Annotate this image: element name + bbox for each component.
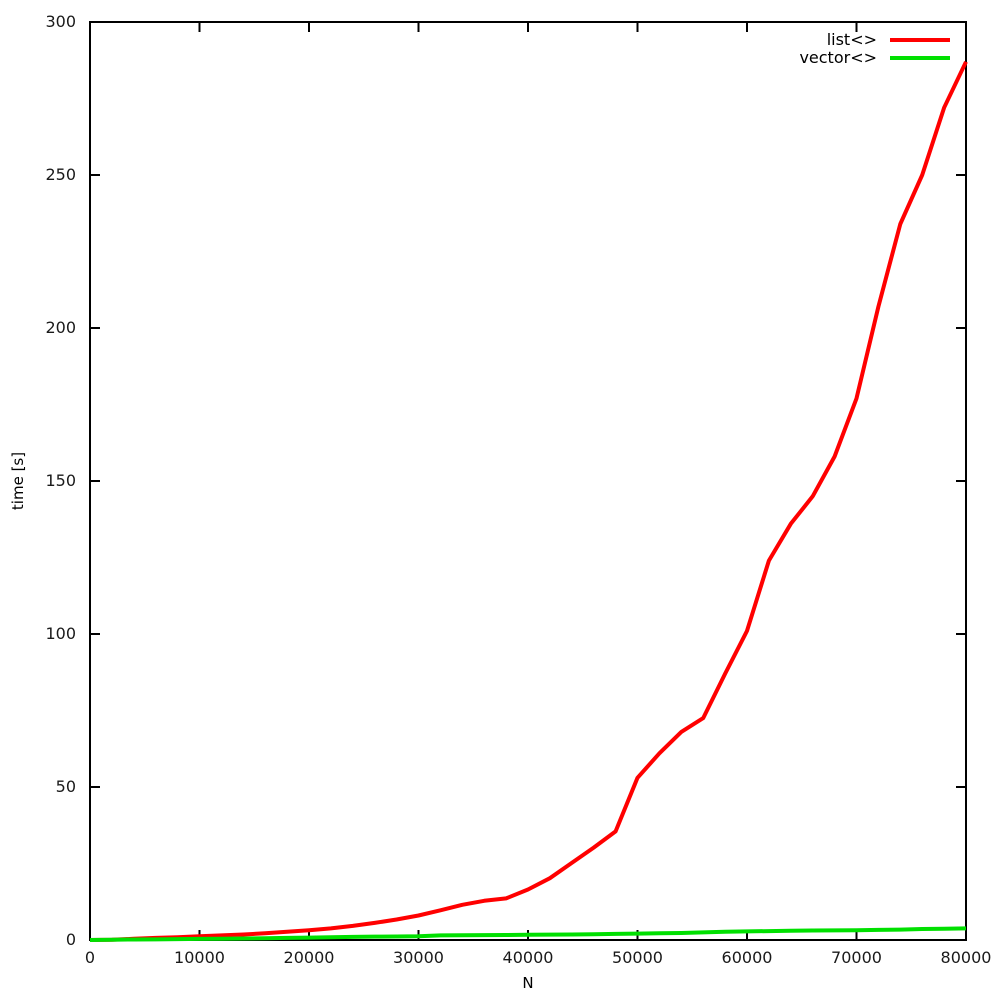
- x-tick-label: 0: [85, 948, 95, 967]
- legend-line-sample-vector: [890, 56, 950, 60]
- y-axis-title: time [s]: [9, 451, 27, 511]
- y-tick-label: 100: [45, 624, 76, 643]
- x-tick-label: 80000: [941, 948, 992, 967]
- plot-border: [89, 21, 967, 941]
- legend-label-list: list<>: [826, 30, 877, 49]
- x-axis-title: N: [522, 974, 534, 992]
- x-tick-label: 30000: [393, 948, 444, 967]
- legend-label-vector: vector<>: [799, 48, 877, 67]
- series-line-vector: [89, 926, 967, 942]
- x-tick-label: 10000: [174, 948, 225, 967]
- y-tick-label: 200: [45, 318, 76, 337]
- y-tick-label: 0: [66, 930, 76, 949]
- legend-line-sample-list: [890, 38, 950, 42]
- x-tick-label: 40000: [503, 948, 554, 967]
- x-tick-label: 50000: [612, 948, 663, 967]
- y-tick-label: 50: [56, 777, 76, 796]
- x-tick-label: 60000: [722, 948, 773, 967]
- series-line-list: [89, 60, 968, 942]
- y-tick-label: 300: [45, 12, 76, 31]
- legend-item-vector: vector<>: [799, 50, 950, 66]
- x-tick-label: 20000: [284, 948, 335, 967]
- legend-item-list: list<>: [827, 32, 950, 48]
- x-tick-label: 70000: [831, 948, 882, 967]
- y-tick-label: 150: [45, 471, 76, 490]
- y-tick-label: 250: [45, 165, 76, 184]
